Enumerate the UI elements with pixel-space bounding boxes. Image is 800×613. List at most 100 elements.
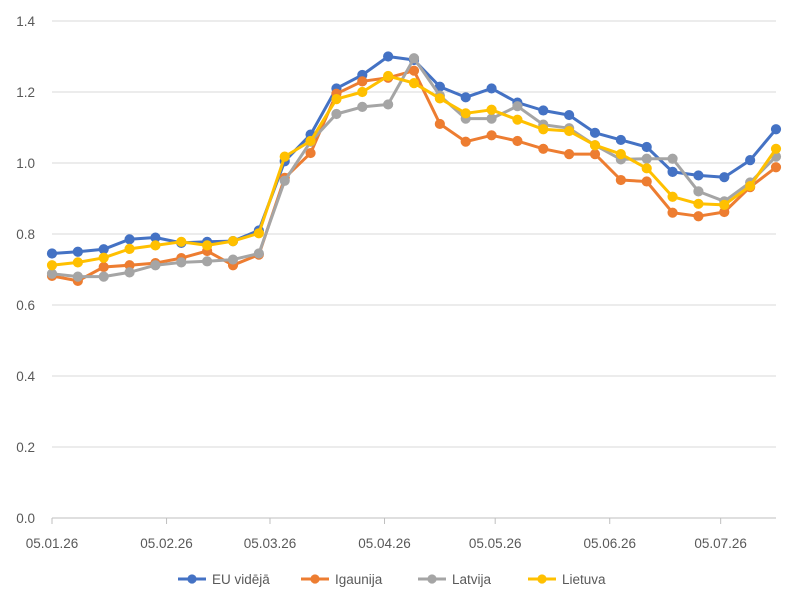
data-point — [770, 124, 782, 135]
series-line — [50, 74, 778, 267]
x-tick-label: 05.07.26 — [694, 536, 747, 551]
data-point — [383, 51, 394, 62]
legend-label: Latvija — [452, 572, 492, 587]
data-point — [253, 248, 264, 259]
legend-marker — [310, 574, 320, 584]
data-point — [408, 78, 420, 89]
data-point — [98, 271, 109, 282]
y-tick-label: 1.2 — [16, 85, 35, 100]
data-point — [693, 186, 704, 197]
y-tick-label: 1.0 — [16, 156, 35, 171]
data-point — [641, 153, 652, 164]
legend-marker — [537, 574, 547, 584]
data-point — [512, 114, 523, 125]
data-point — [719, 172, 730, 183]
data-point — [538, 105, 549, 116]
data-point — [331, 94, 342, 105]
data-point — [98, 252, 109, 263]
data-point — [202, 256, 213, 267]
data-point — [383, 70, 394, 82]
data-point — [383, 99, 394, 110]
data-point — [227, 236, 239, 247]
data-point — [176, 257, 187, 268]
data-point — [564, 109, 575, 121]
x-tick-label: 05.01.26 — [26, 536, 79, 551]
data-point — [150, 240, 161, 251]
series-line — [50, 69, 778, 283]
data-point — [770, 162, 782, 173]
data-point — [279, 175, 290, 186]
data-point — [460, 92, 471, 103]
data-point — [589, 140, 601, 151]
data-point — [72, 257, 83, 268]
data-point — [408, 65, 420, 76]
data-point — [279, 151, 290, 162]
y-tick-label: 0.8 — [16, 227, 35, 242]
legend-item: Igaunija — [301, 572, 383, 587]
data-point — [589, 149, 601, 160]
data-point — [72, 271, 83, 282]
data-point — [745, 155, 756, 166]
data-point — [486, 113, 497, 124]
data-point — [434, 93, 445, 104]
data-point — [357, 101, 368, 113]
legend: EU vidējā Igaunija Latvija Lietuva — [178, 572, 606, 587]
data-point — [486, 130, 497, 141]
data-point — [770, 143, 782, 154]
series-group — [46, 51, 782, 286]
y-tick-label: 1.4 — [16, 14, 35, 29]
x-tick-label: 05.05.26 — [469, 536, 522, 551]
data-point — [667, 191, 678, 202]
legend-label: EU vidējā — [212, 572, 270, 587]
data-point — [331, 108, 342, 120]
x-tick-label: 05.04.26 — [358, 536, 411, 551]
data-point — [641, 176, 652, 187]
data-point — [615, 149, 626, 160]
data-point — [538, 143, 549, 154]
data-point — [227, 254, 239, 265]
data-point — [124, 267, 135, 278]
data-point — [564, 149, 575, 160]
data-point — [305, 135, 316, 147]
data-point — [150, 260, 161, 271]
data-point — [667, 166, 678, 177]
legend-item: Latvija — [418, 572, 492, 587]
y-tick-label: 0.2 — [16, 440, 35, 455]
y-tick-label: 0.4 — [16, 369, 35, 384]
data-point — [641, 163, 652, 174]
data-point — [408, 53, 420, 64]
data-point — [72, 246, 83, 257]
gridlines — [52, 20, 776, 448]
data-point — [667, 207, 678, 218]
data-point — [564, 125, 575, 137]
data-point — [98, 261, 109, 273]
data-point — [486, 83, 497, 94]
data-point — [486, 104, 497, 115]
data-point — [538, 124, 549, 135]
axes: 0.0 0.2 0.4 0.6 0.8 1.0 1.2 1.4 05.01.26 05.02.26… — [16, 14, 776, 551]
data-point — [434, 118, 445, 130]
data-point — [46, 248, 58, 259]
y-tick-label: 0.6 — [16, 298, 35, 313]
data-point — [46, 268, 58, 279]
legend-label: Igaunija — [335, 572, 383, 587]
data-point — [693, 198, 704, 209]
data-point — [176, 236, 187, 247]
legend-item: Lietuva — [528, 572, 606, 587]
legend-marker — [187, 574, 197, 584]
data-point — [253, 228, 264, 239]
y-tick-label: 0.0 — [16, 511, 35, 526]
data-point — [460, 108, 471, 119]
legend-item: EU vidējā — [178, 572, 270, 587]
series-lietuva — [46, 70, 782, 271]
data-point — [460, 136, 471, 147]
x-tick-label: 05.06.26 — [583, 536, 636, 551]
data-point — [357, 76, 368, 87]
data-point — [615, 134, 626, 146]
data-point — [745, 180, 756, 192]
legend-marker — [427, 574, 437, 584]
data-point — [202, 240, 213, 251]
data-point — [512, 135, 523, 147]
